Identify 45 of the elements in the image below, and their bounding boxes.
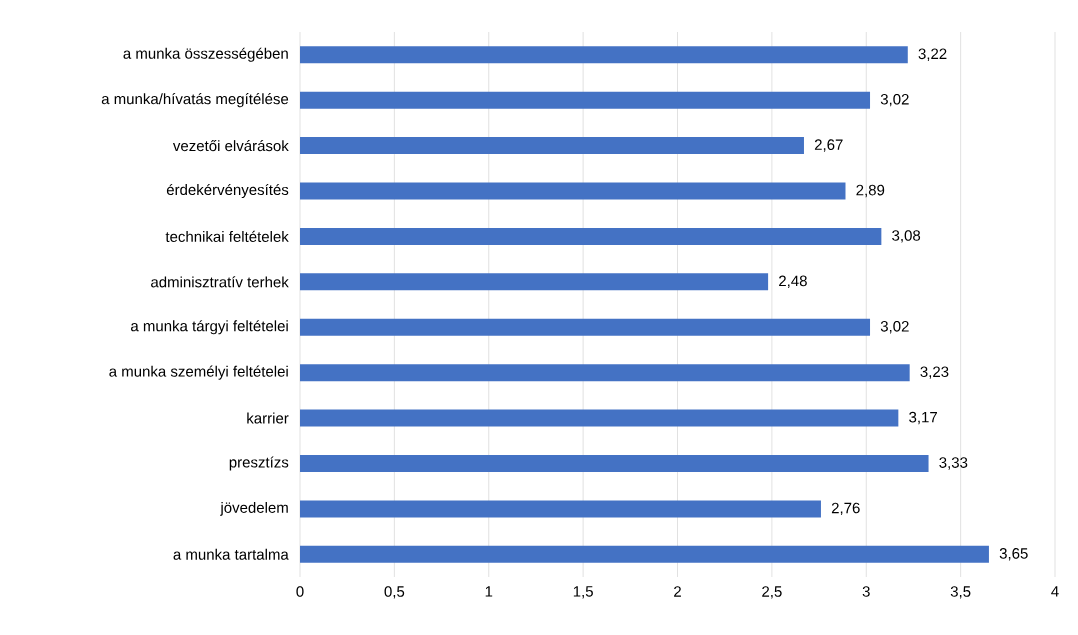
y-tick-label: presztízs bbox=[229, 456, 289, 471]
data-label: 2,89 bbox=[856, 184, 885, 198]
bar bbox=[300, 91, 871, 109]
y-tick-label: a munka/hívatás megítélése bbox=[101, 93, 289, 108]
data-label: 3,33 bbox=[939, 457, 968, 470]
x-tick-label: 2,5 bbox=[762, 586, 782, 599]
x-tick-label: 0,5 bbox=[384, 586, 405, 599]
bar bbox=[300, 364, 910, 382]
bar bbox=[300, 227, 882, 245]
data-label: 2,76 bbox=[831, 502, 860, 516]
y-tick-label: vezetői elvárások bbox=[172, 139, 289, 152]
bar bbox=[300, 454, 929, 472]
x-tick-label: 1 bbox=[485, 586, 493, 597]
y-tick-label: karrier bbox=[247, 412, 289, 424]
x-tick-label: 1,5 bbox=[573, 586, 593, 599]
x-tick-label: 3 bbox=[862, 586, 870, 597]
data-label: 3,23 bbox=[920, 366, 949, 379]
y-tick-label: érdekérvényesítés bbox=[166, 183, 289, 199]
bar bbox=[300, 409, 899, 427]
y-tick-label: a munka tárgyi feltételei bbox=[131, 320, 288, 335]
bar bbox=[300, 182, 846, 200]
data-label: 3,02 bbox=[880, 321, 909, 334]
bar bbox=[300, 318, 871, 336]
data-label: 3,17 bbox=[909, 411, 937, 425]
y-tick-label: jövedelem bbox=[220, 501, 288, 516]
y-tick-label: adminisztratív terhek bbox=[151, 276, 289, 288]
y-tick-label: technikai feltételek bbox=[165, 230, 289, 242]
data-label: 3,02 bbox=[880, 93, 909, 107]
y-tick-label: a munka személyi feltételei bbox=[109, 365, 288, 380]
data-label: 2,67 bbox=[814, 139, 843, 152]
y-tick-label: a munka tartalma bbox=[173, 548, 289, 560]
data-label: 3,22 bbox=[918, 48, 947, 61]
bar bbox=[300, 137, 804, 155]
data-label: 2,48 bbox=[779, 275, 807, 288]
bar bbox=[300, 273, 769, 291]
bar bbox=[300, 545, 989, 563]
bar bbox=[300, 46, 908, 64]
bar bbox=[300, 500, 821, 518]
x-tick-label: 2 bbox=[674, 586, 681, 597]
y-tick-label: a munka összességében bbox=[123, 47, 288, 62]
x-tick-label: 3,5 bbox=[950, 586, 971, 599]
data-label: 3,65 bbox=[999, 548, 1028, 561]
x-tick-label: 4 bbox=[1051, 586, 1059, 597]
data-label: 3,08 bbox=[892, 230, 921, 243]
x-tick-label: 0 bbox=[296, 586, 304, 597]
